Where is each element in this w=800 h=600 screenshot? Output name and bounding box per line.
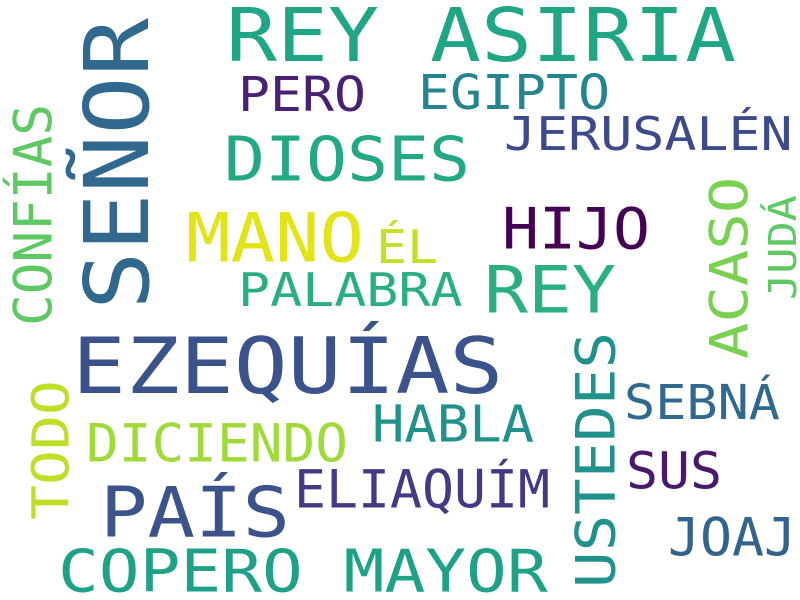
word-egipto: EGIPTO xyxy=(418,64,610,121)
word-copero-mayor: COPERO MAYOR xyxy=(58,536,548,600)
word-rey: REY xyxy=(484,252,617,329)
word-sebna: SEBNÁ xyxy=(624,374,781,431)
word-ustedes: USTEDES xyxy=(563,332,628,588)
word-palabra: PALABRA xyxy=(238,262,463,317)
word-rey-asiria: REY ASIRIA xyxy=(226,0,737,80)
word-eliaquim: ELIAQUÍM xyxy=(294,459,551,521)
word-hijo: HIJO xyxy=(502,196,650,263)
word-joaj: JOAJ xyxy=(668,507,797,569)
word-habla: HABLA xyxy=(372,394,534,454)
word-juda: JUDÁ xyxy=(761,195,800,300)
word-dioses: DIOSES xyxy=(224,124,471,196)
word-sus: SUS xyxy=(626,441,723,501)
word-pais: PAÍS xyxy=(100,473,290,554)
word-jerusalen: JERUSALÉN xyxy=(504,106,793,161)
word-pero: PERO xyxy=(238,66,367,123)
word-acaso: ACASO xyxy=(699,176,761,359)
word-confias: CONFÍAS xyxy=(3,103,65,327)
word-todo: TODO xyxy=(21,380,81,520)
word-diciendo: DICIENDO xyxy=(86,413,349,475)
word-el: ÉL xyxy=(376,219,439,274)
word-ezequias: EZEQUÍAS xyxy=(72,322,504,413)
word-mano: MANO xyxy=(186,198,365,278)
word-senor: SEÑOR xyxy=(65,17,170,310)
